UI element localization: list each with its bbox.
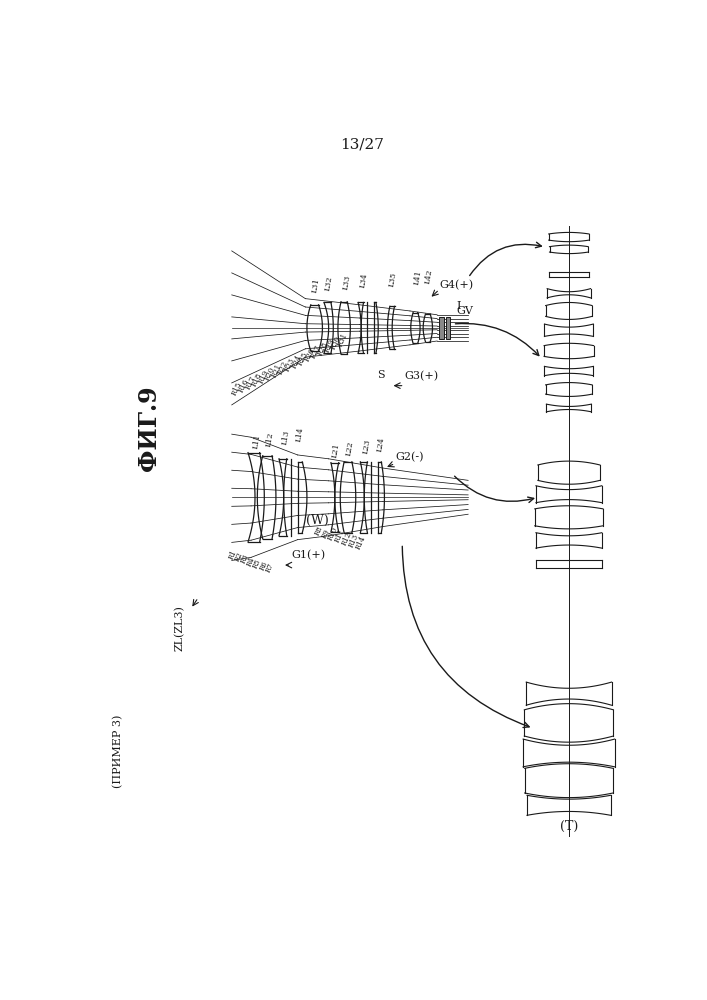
Text: L41: L41 <box>412 270 423 286</box>
Text: R3: R3 <box>239 553 250 565</box>
Text: R31: R31 <box>336 332 349 348</box>
Text: R19: R19 <box>257 369 270 385</box>
Text: R30: R30 <box>329 335 343 351</box>
Text: L11: L11 <box>252 434 262 450</box>
Text: L34: L34 <box>358 273 369 289</box>
Text: G1(+): G1(+) <box>291 550 325 560</box>
Text: L23: L23 <box>362 438 373 454</box>
Text: R2: R2 <box>233 551 245 563</box>
Text: L35: L35 <box>387 271 398 287</box>
Text: R5: R5 <box>252 557 263 570</box>
Text: R11: R11 <box>334 528 347 544</box>
Text: R9: R9 <box>320 527 332 540</box>
Text: S: S <box>378 370 385 380</box>
Bar <box>445 317 450 339</box>
Text: R24: R24 <box>290 353 303 369</box>
Text: R14: R14 <box>354 535 368 551</box>
Text: R22: R22 <box>276 359 290 376</box>
Text: R26: R26 <box>303 347 316 363</box>
Text: 13/27: 13/27 <box>340 138 384 152</box>
Text: R27: R27 <box>310 344 323 360</box>
Text: L21: L21 <box>331 443 341 459</box>
Text: R28: R28 <box>316 341 329 357</box>
Text: R4: R4 <box>245 555 257 567</box>
Text: I: I <box>457 301 461 311</box>
Text: R6: R6 <box>258 560 269 572</box>
Text: R29: R29 <box>323 338 336 354</box>
Bar <box>438 317 444 339</box>
Text: L12: L12 <box>264 431 275 447</box>
Text: R17: R17 <box>244 375 257 391</box>
Text: ФИГ.9: ФИГ.9 <box>137 385 160 471</box>
Text: R21: R21 <box>270 362 284 379</box>
Text: (ПРИМЕР 3): (ПРИМЕР 3) <box>112 715 123 788</box>
Text: R16: R16 <box>237 378 250 394</box>
Text: R12: R12 <box>341 530 354 547</box>
Text: L33: L33 <box>341 274 351 290</box>
Text: R13: R13 <box>348 533 361 549</box>
Text: G3(+): G3(+) <box>404 370 439 381</box>
Text: L31: L31 <box>310 277 321 293</box>
Text: G4(+): G4(+) <box>440 280 474 291</box>
Text: L32: L32 <box>323 276 334 292</box>
Text: L22: L22 <box>345 441 356 456</box>
Text: (T): (T) <box>560 820 578 833</box>
Text: ZL(ZL3): ZL(ZL3) <box>175 605 185 651</box>
Text: R10: R10 <box>327 526 340 542</box>
Text: L13: L13 <box>281 429 291 445</box>
Text: G2(-): G2(-) <box>395 452 423 462</box>
Text: R18: R18 <box>250 372 264 388</box>
Text: R20: R20 <box>264 366 276 382</box>
Text: GV: GV <box>457 306 474 316</box>
Text: (W): (W) <box>305 514 328 527</box>
Text: R25: R25 <box>296 350 310 366</box>
Text: L14: L14 <box>295 427 305 443</box>
Text: R15: R15 <box>230 381 244 397</box>
Text: R8: R8 <box>314 525 325 537</box>
Text: R1: R1 <box>227 548 238 560</box>
Text: R23: R23 <box>284 356 296 373</box>
Text: L24: L24 <box>376 436 387 452</box>
Text: R7: R7 <box>264 562 276 574</box>
Text: L42: L42 <box>424 268 435 284</box>
